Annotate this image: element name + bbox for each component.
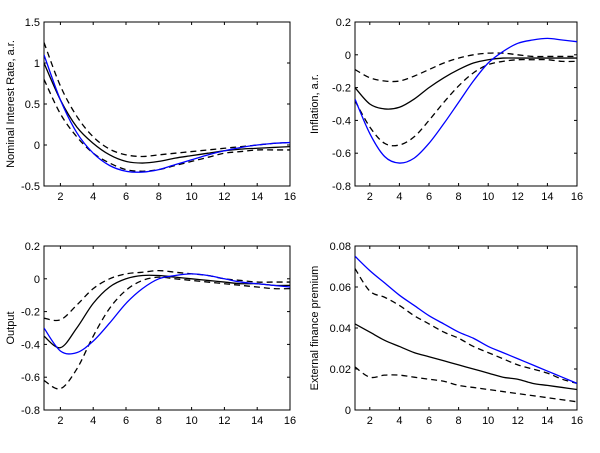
y-tick-label: 1 <box>34 58 40 70</box>
y-tick-label: -0.4 <box>332 115 351 127</box>
series-line-median <box>44 274 290 349</box>
y-tick-label: 0.08 <box>330 241 351 253</box>
panel-output: 2 4 6 8 10 12 14 16 -0.8 -0.6 -0.4 -0.2 0 0.2 Output <box>5 241 296 427</box>
y-tick-label: -0.6 <box>21 372 40 384</box>
y-tick-label: 0 <box>34 140 40 152</box>
y-tick-label: 0.06 <box>330 282 351 294</box>
series-line-median <box>355 57 577 110</box>
panel-inflation: 2 4 6 8 10 12 14 16 -0.8 -0.6 -0.4 -0.2 0 0.2 Inflatio… <box>309 17 583 203</box>
x-tick-label: 8 <box>156 191 162 203</box>
x-tick-label: 12 <box>218 415 230 427</box>
y-axis-label: Output <box>5 311 17 344</box>
y-tick-label: -0.8 <box>332 181 351 193</box>
y-tick-label: 0.2 <box>336 17 351 29</box>
series-line-upper-band <box>355 268 577 384</box>
x-tick-label: 16 <box>571 191 583 203</box>
series-line-model <box>44 54 290 173</box>
series-line-upper-band <box>355 52 577 83</box>
y-tick-label: -0.2 <box>21 307 40 319</box>
series-line-lower-band <box>44 276 290 390</box>
series-line-upper-band <box>44 42 290 158</box>
y-axis-label: External finance premium <box>309 266 321 391</box>
x-tick-label: 14 <box>541 415 553 427</box>
y-tick-label: -0.5 <box>21 181 40 193</box>
x-tick-label: 4 <box>396 191 402 203</box>
series-line-model <box>44 273 290 355</box>
y-tick-label: 0.04 <box>330 323 351 335</box>
x-tick-label: 6 <box>123 415 129 427</box>
panel-external-finance-premium: 2 4 6 8 10 12 14 16 0 0.02 0.04 0.06 0.08 External fi… <box>309 241 583 427</box>
series-line-lower-band <box>44 79 290 172</box>
x-tick-label: 12 <box>512 191 524 203</box>
x-tick-label: 2 <box>57 415 63 427</box>
x-tick-label: 14 <box>251 415 263 427</box>
y-tick-label: 0 <box>345 50 351 62</box>
x-tick-label: 2 <box>367 191 373 203</box>
series-line-upper-band <box>44 269 290 322</box>
series-line-lower-band <box>355 366 577 403</box>
x-tick-label: 4 <box>90 191 96 203</box>
x-tick-label: 4 <box>396 415 402 427</box>
y-tick-label: -0.2 <box>332 83 351 95</box>
y-tick-label: 0.02 <box>330 364 351 376</box>
x-tick-label: 2 <box>57 191 63 203</box>
axes-box <box>43 245 291 411</box>
x-tick-label: 6 <box>426 415 432 427</box>
y-axis-label: Inflation, a.r. <box>309 74 321 134</box>
x-tick-label: 10 <box>185 415 197 427</box>
x-tick-label: 8 <box>156 415 162 427</box>
series-line-lower-band <box>355 58 577 147</box>
x-tick-label: 16 <box>284 415 296 427</box>
x-tick-label: 10 <box>482 191 494 203</box>
x-tick-label: 8 <box>456 191 462 203</box>
x-tick-label: 10 <box>185 191 197 203</box>
y-tick-label: -0.8 <box>21 405 40 417</box>
x-tick-label: 14 <box>541 191 553 203</box>
series-line-median <box>44 62 290 164</box>
y-tick-label: 0.5 <box>25 99 40 111</box>
series-line-model <box>355 37 577 164</box>
y-tick-label: -0.4 <box>21 339 40 351</box>
y-tick-label: 1.5 <box>25 17 40 29</box>
axes-box <box>354 21 578 187</box>
y-tick-label: 0 <box>34 274 40 286</box>
y-axis-label: Nominal Interest Rate, a.r. <box>5 40 17 168</box>
panel-nominal-interest-rate: 2 4 6 8 10 12 14 16 -0.5 0 0.5 1 1.5 Nominal Interest… <box>5 17 296 203</box>
x-tick-label: 16 <box>284 191 296 203</box>
x-tick-label: 16 <box>571 415 583 427</box>
x-tick-label: 6 <box>426 191 432 203</box>
x-tick-label: 14 <box>251 191 263 203</box>
y-tick-label: -0.6 <box>332 148 351 160</box>
x-tick-label: 12 <box>218 191 230 203</box>
x-tick-label: 4 <box>90 415 96 427</box>
x-tick-label: 12 <box>512 415 524 427</box>
x-tick-label: 8 <box>456 415 462 427</box>
series-line-median <box>355 323 577 391</box>
x-tick-label: 6 <box>123 191 129 203</box>
axes-box <box>43 21 291 187</box>
series-line-model <box>355 255 577 384</box>
x-tick-label: 2 <box>367 415 373 427</box>
x-tick-label: 10 <box>482 415 494 427</box>
y-tick-label: 0 <box>345 405 351 417</box>
y-tick-label: 0.2 <box>25 241 40 253</box>
